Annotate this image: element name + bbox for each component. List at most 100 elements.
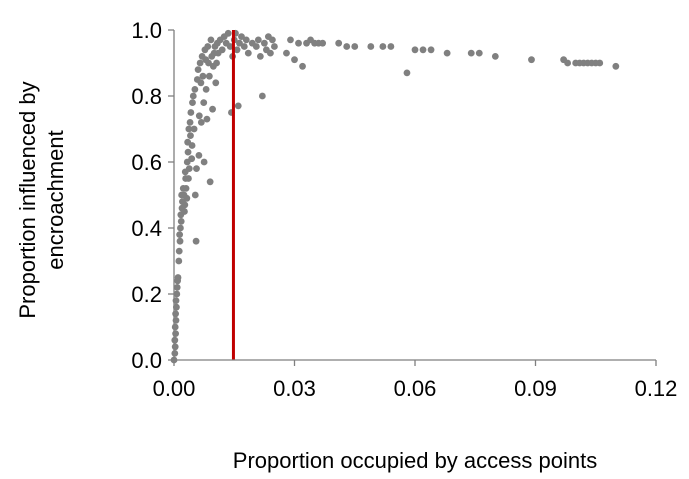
data-point (260, 39, 268, 47)
data-point (299, 62, 306, 70)
data-point (287, 36, 294, 44)
y-axis-title-line-1: Proportion influenced by (15, 81, 40, 318)
data-point (256, 53, 264, 60)
data-point (234, 102, 242, 110)
x-tick-label: 0.12 (635, 376, 678, 401)
data-point (267, 49, 274, 57)
data-point (188, 155, 196, 163)
data-point (177, 218, 185, 225)
data-point (258, 92, 266, 100)
data-point (271, 43, 278, 50)
data-point (185, 175, 192, 182)
data-point (240, 43, 248, 50)
data-point (343, 43, 351, 50)
data-point (181, 201, 189, 209)
data-point (226, 43, 234, 50)
data-point (191, 86, 199, 93)
data-point (199, 72, 207, 80)
data-point (475, 49, 483, 57)
data-point (177, 224, 184, 232)
data-point (171, 336, 179, 344)
data-point (335, 39, 343, 47)
x-tick-label: 0.03 (273, 376, 316, 401)
data-point (283, 49, 290, 57)
data-point (185, 165, 193, 173)
data-point (291, 56, 298, 64)
data-point (182, 185, 190, 192)
data-point (186, 119, 194, 126)
y-axis-title: Proportion influenced by encroachment (15, 81, 68, 318)
data-point (176, 237, 184, 245)
data-point (564, 59, 572, 67)
y-tick-label: 0.2 (131, 282, 162, 307)
data-point (528, 56, 535, 64)
data-point (379, 43, 387, 50)
data-point (175, 257, 183, 265)
x-axis-ticks: 0.00 0.03 0.06 0.09 0.12 (153, 360, 678, 401)
data-point (173, 303, 180, 311)
data-point (319, 39, 327, 47)
data-point (172, 330, 180, 337)
data-point (183, 194, 191, 202)
data-point (181, 208, 188, 215)
y-axis-title-line-2: encroachment (43, 130, 68, 269)
x-tick-label: 0.00 (153, 376, 196, 401)
data-point (491, 53, 499, 60)
data-point (200, 99, 208, 106)
data-point (189, 99, 196, 106)
data-point (189, 92, 197, 100)
data-point (403, 69, 411, 77)
data-point (187, 132, 194, 140)
data-point (387, 43, 395, 50)
y-tick-label: 0.4 (131, 216, 162, 241)
data-point (419, 46, 427, 54)
data-point (238, 33, 245, 40)
data-point (205, 59, 212, 67)
data-point (218, 46, 226, 54)
data-point (244, 49, 252, 57)
y-tick-label: 0.8 (131, 84, 162, 109)
data-point (212, 79, 220, 87)
data-point (443, 49, 451, 57)
data-point (173, 290, 181, 298)
data-point (195, 112, 203, 120)
data-point (171, 343, 179, 351)
data-point (207, 36, 215, 44)
data-point (233, 46, 241, 54)
data-point (209, 105, 216, 113)
data-point (203, 115, 211, 123)
data-point (213, 59, 220, 67)
data-point (612, 62, 620, 70)
data-point (171, 323, 179, 331)
data-point (195, 152, 203, 159)
data-point (184, 148, 192, 156)
y-tick-label: 1.0 (131, 18, 162, 43)
data-point (242, 36, 250, 44)
data-point (596, 59, 604, 67)
data-point (197, 79, 205, 87)
data-point (467, 49, 475, 57)
x-tick-label: 0.09 (514, 376, 557, 401)
data-point (193, 165, 200, 173)
data-point (197, 119, 205, 126)
data-point (172, 310, 180, 318)
y-tick-label: 0.0 (131, 348, 162, 373)
x-axis-title: Proportion occupied by access points (233, 448, 597, 473)
data-point (252, 43, 260, 50)
data-point (202, 86, 210, 93)
data-point (173, 284, 181, 291)
data-point (206, 178, 214, 186)
data-point (269, 36, 276, 44)
data-point (254, 36, 262, 44)
data-point (188, 142, 196, 149)
data-point (175, 247, 183, 255)
data-point (295, 39, 302, 47)
data-point (194, 66, 202, 73)
data-point (171, 350, 179, 357)
data-point (200, 158, 208, 166)
x-tick-label: 0.06 (394, 376, 437, 401)
data-point (190, 125, 198, 133)
data-point (174, 274, 182, 281)
